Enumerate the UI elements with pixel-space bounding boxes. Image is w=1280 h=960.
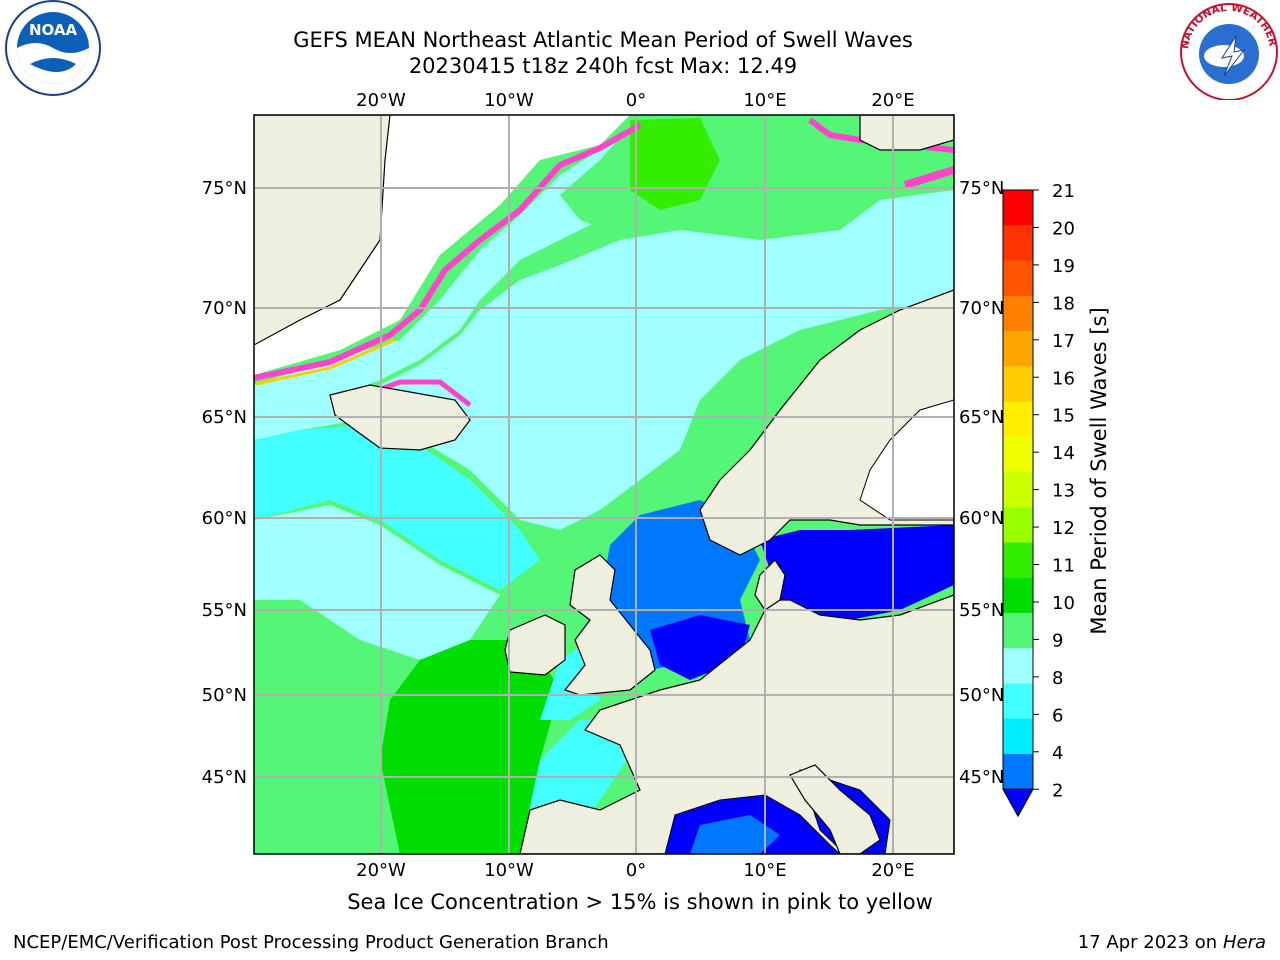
chart-subtitle: 20230415 t18z 240h fcst Max: 12.49	[408, 54, 798, 78]
colorbar-segment	[1003, 613, 1033, 649]
footer-machine: Hera	[1222, 932, 1266, 953]
colorbar-label: Mean Period of Swell Waves [s]	[1087, 307, 1111, 634]
colorbar-tick-label: 13	[1052, 481, 1075, 502]
colorbar-tick-label: 18	[1052, 293, 1075, 314]
colorbar-tick-label: 6	[1052, 705, 1063, 726]
colorbar-tick-label: 21	[1052, 181, 1075, 202]
lon-label-bottom-3: 0°	[626, 860, 646, 881]
lat-label-left-55: 55°N	[202, 600, 247, 621]
lat-label-right-55: 55°N	[959, 600, 1004, 621]
lat-label-right-45: 45°N	[959, 767, 1004, 788]
noaa-logo: NOAA	[5, 0, 101, 96]
colorbar-segment	[1003, 507, 1033, 543]
nws-logo: NATIONAL WEATHER SERVICE	[1178, 0, 1279, 100]
land-greenland	[254, 115, 391, 346]
colorbar-segment	[1003, 401, 1033, 438]
lat-label-right-50: 50°N	[959, 685, 1004, 706]
colorbar-segment	[1003, 436, 1033, 473]
colorbar-segment	[1003, 366, 1033, 402]
lat-label-left-75: 75°N	[202, 178, 247, 199]
lon-label-bottom-1: 20°W	[356, 860, 406, 881]
colorbar-tick-label: 12	[1052, 518, 1075, 539]
colorbar-tick-label: 11	[1052, 556, 1075, 577]
colorbar-segment	[1003, 260, 1033, 297]
colorbar-segment	[1003, 648, 1033, 684]
lon-label-bottom-2: 10°W	[484, 860, 534, 881]
colorbar: 21 20 19 18 17 16 15 14 13 12 11 10 9 8 6 4 2	[1002, 181, 1075, 818]
footer-credit: NCEP/EMC/Verification Post Processing Pr…	[13, 932, 609, 953]
lat-label-left-65: 65°N	[202, 407, 247, 428]
noaa-logo-text: NOAA	[29, 21, 78, 39]
colorbar-segment	[1003, 295, 1033, 332]
colorbar-extend-arrow	[1002, 788, 1034, 818]
colorbar-segment	[1003, 718, 1033, 755]
lon-label-top-2: 10°W	[484, 90, 534, 111]
colorbar-segment	[1003, 472, 1033, 508]
colorbar-tick-label: 16	[1052, 368, 1075, 389]
colorbar-tick-label: 15	[1052, 406, 1075, 427]
footer-date: 17 Apr 2023 on Hera	[1078, 932, 1266, 953]
lat-label-left-70: 70°N	[202, 298, 247, 319]
colorbar-segment	[1003, 225, 1033, 261]
lon-label-bottom-4: 10°E	[743, 860, 786, 881]
colorbar-tick-label: 19	[1052, 256, 1075, 277]
land-great-britain	[563, 554, 656, 696]
lon-label-top-3: 0°	[626, 90, 646, 111]
colorbar-segment	[1003, 754, 1033, 790]
land-denmark	[754, 559, 786, 611]
colorbar-segment	[1003, 331, 1033, 367]
map-graticule	[254, 115, 954, 854]
colorbar-tick-label: 14	[1052, 443, 1075, 464]
lon-label-bottom-5: 20°E	[871, 860, 914, 881]
colorbar-tick-label: 8	[1052, 668, 1063, 689]
colorbar-tick-label: 20	[1052, 218, 1075, 239]
colorbar-segment	[1003, 683, 1033, 720]
colorbar-segment	[1003, 190, 1033, 226]
lon-label-top-4: 10°E	[743, 90, 786, 111]
lon-label-top-1: 20°W	[356, 90, 406, 111]
footer-date-text: 17 Apr 2023 on	[1077, 932, 1223, 953]
lat-label-right-65: 65°N	[959, 407, 1004, 428]
map-frame	[253, 114, 955, 855]
colorbar-segment	[1003, 577, 1033, 614]
lat-label-right-75: 75°N	[959, 178, 1004, 199]
land-ireland	[504, 614, 566, 676]
lat-label-left-50: 50°N	[202, 685, 247, 706]
lat-label-left-60: 60°N	[202, 508, 247, 529]
sea-ice-note: Sea Ice Concentration > 15% is shown in …	[347, 890, 933, 914]
chart-title: GEFS MEAN Northeast Atlantic Mean Period…	[293, 28, 913, 52]
colorbar-tick-label: 17	[1052, 331, 1075, 352]
lat-label-left-45: 45°N	[202, 767, 247, 788]
colorbar-tick-label: 2	[1052, 780, 1063, 801]
lon-label-top-5: 20°E	[871, 90, 914, 111]
colorbar-tick-label: 4	[1052, 743, 1063, 764]
colorbar-tick-label: 9	[1052, 630, 1063, 651]
colorbar-segment	[1003, 542, 1033, 579]
lat-label-right-70: 70°N	[959, 298, 1004, 319]
lat-label-right-60: 60°N	[959, 508, 1004, 529]
land-svalbard	[859, 115, 954, 151]
colorbar-tick-label: 10	[1052, 593, 1075, 614]
